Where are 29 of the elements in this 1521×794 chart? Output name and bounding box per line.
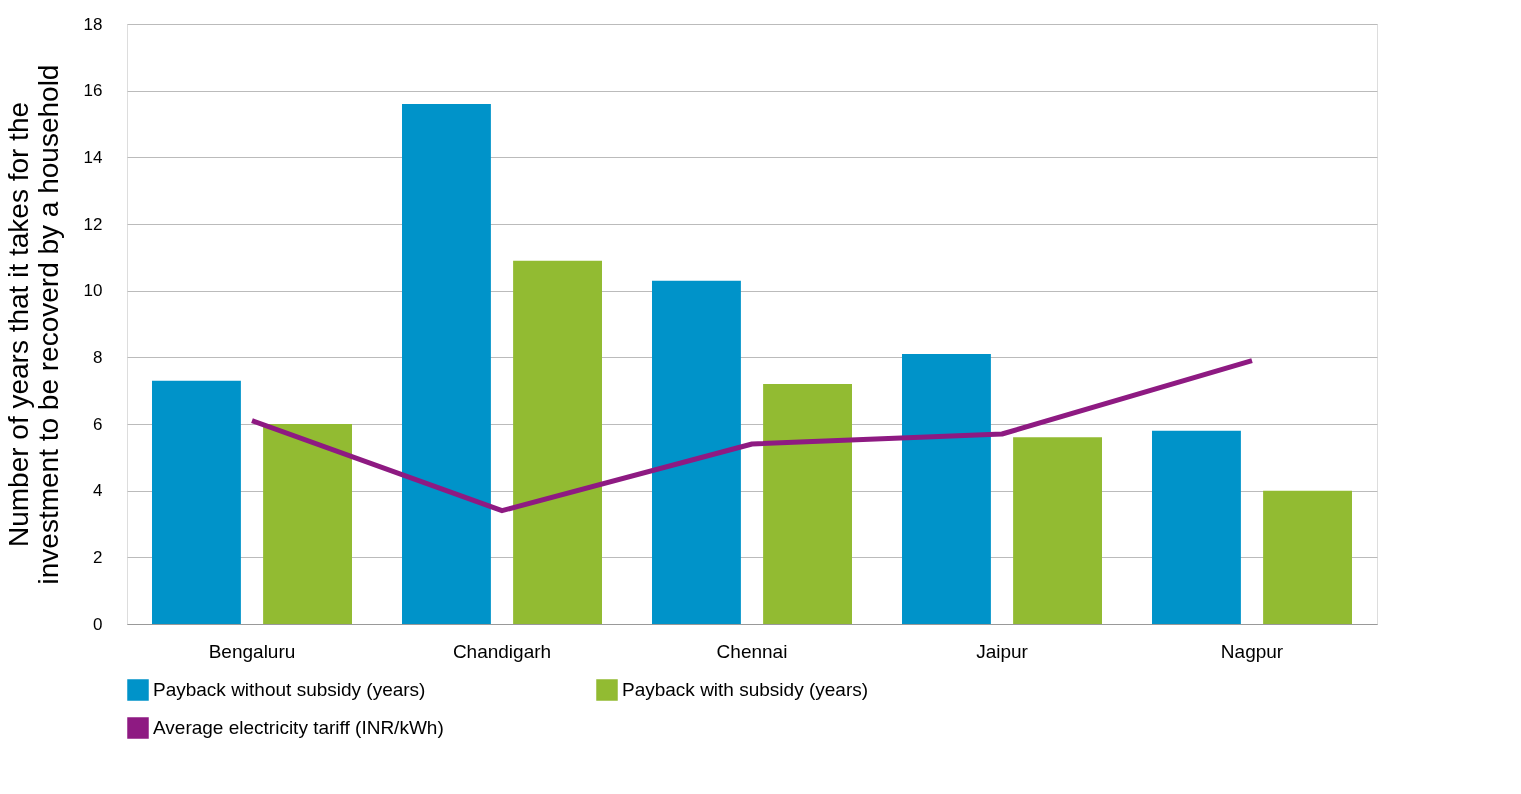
bar <box>402 104 491 624</box>
y-tick-label: 14 <box>83 147 103 167</box>
y-tick-label: 18 <box>83 14 103 34</box>
bar <box>1013 437 1102 624</box>
y-tick-label: 8 <box>93 347 103 367</box>
bar <box>152 380 241 624</box>
y-tick-label: 4 <box>93 481 103 501</box>
x-tick-label: Bengaluru <box>208 640 296 662</box>
x-tick-label: Chennai <box>716 640 788 662</box>
legend-label: Payback with subsidy (years) <box>622 679 869 700</box>
y-tick-label: 2 <box>93 547 103 567</box>
bar <box>263 424 352 624</box>
bar <box>763 384 852 624</box>
bar <box>1263 490 1352 624</box>
y-tick-label: 12 <box>83 214 103 234</box>
bar <box>1152 430 1241 624</box>
x-tick-label: Jaipur <box>976 640 1029 662</box>
y-tick-label: 16 <box>83 81 103 101</box>
bar <box>652 280 741 624</box>
x-tick-label: Nagpur <box>1220 640 1284 662</box>
y-axis-title: Number of years that it takes for the investment to be recoverd by a household <box>2 64 64 585</box>
bar <box>902 354 991 624</box>
y-tick-label: 10 <box>83 281 103 301</box>
bar <box>513 260 602 624</box>
legend-label: Payback without subsidy (years) <box>153 679 426 700</box>
y-tick-label: 6 <box>93 414 103 434</box>
x-tick-label: Chandigarh <box>452 640 552 662</box>
y-tick-label: 0 <box>93 614 103 634</box>
legend-label: Average electricity tariff (INR/kWh) <box>153 717 444 738</box>
